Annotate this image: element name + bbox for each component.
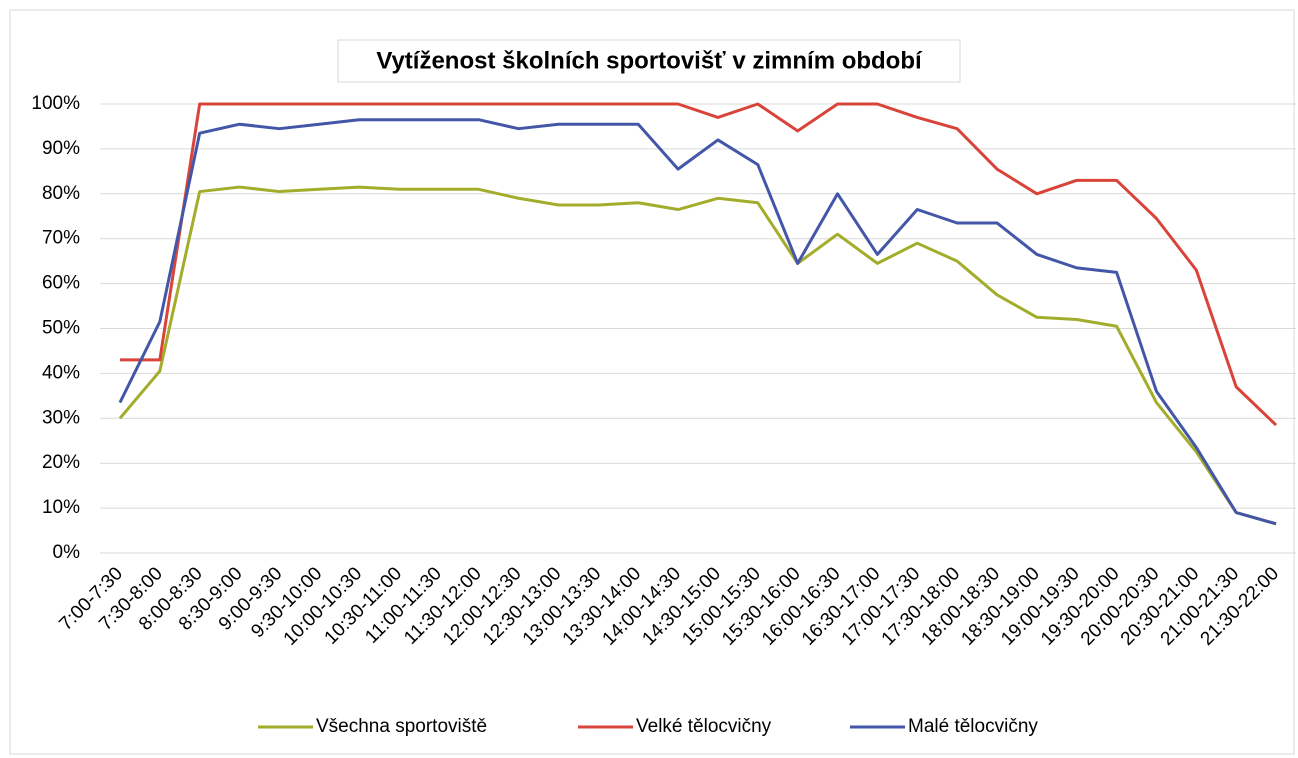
series-line [118, 185, 1277, 526]
y-tick-label: 10% [42, 497, 80, 518]
y-tick-label: 0% [53, 542, 81, 563]
y-tick-label: 80% [42, 183, 80, 204]
legend-label: Všechna sportoviště [316, 716, 487, 737]
y-tick-label: 60% [42, 273, 80, 294]
legend-label: Velké tělocvičny [636, 716, 772, 737]
y-tick-label: 70% [42, 228, 80, 249]
y-tick-label: 50% [42, 318, 80, 339]
y-tick-label: 90% [42, 138, 80, 159]
chart-title: Vytíženost školních sportovišť v zimním … [376, 47, 923, 74]
y-tick-label: 40% [42, 362, 80, 383]
title-box [337, 39, 961, 83]
legend-label: Malé tělocvičny [908, 716, 1038, 737]
y-tick-label: 30% [42, 407, 80, 428]
series-line [119, 102, 1278, 427]
y-tick-label: 20% [42, 452, 80, 473]
series-line [118, 118, 1277, 526]
y-tick-label: 100% [31, 93, 80, 114]
chart-border [9, 9, 1295, 755]
